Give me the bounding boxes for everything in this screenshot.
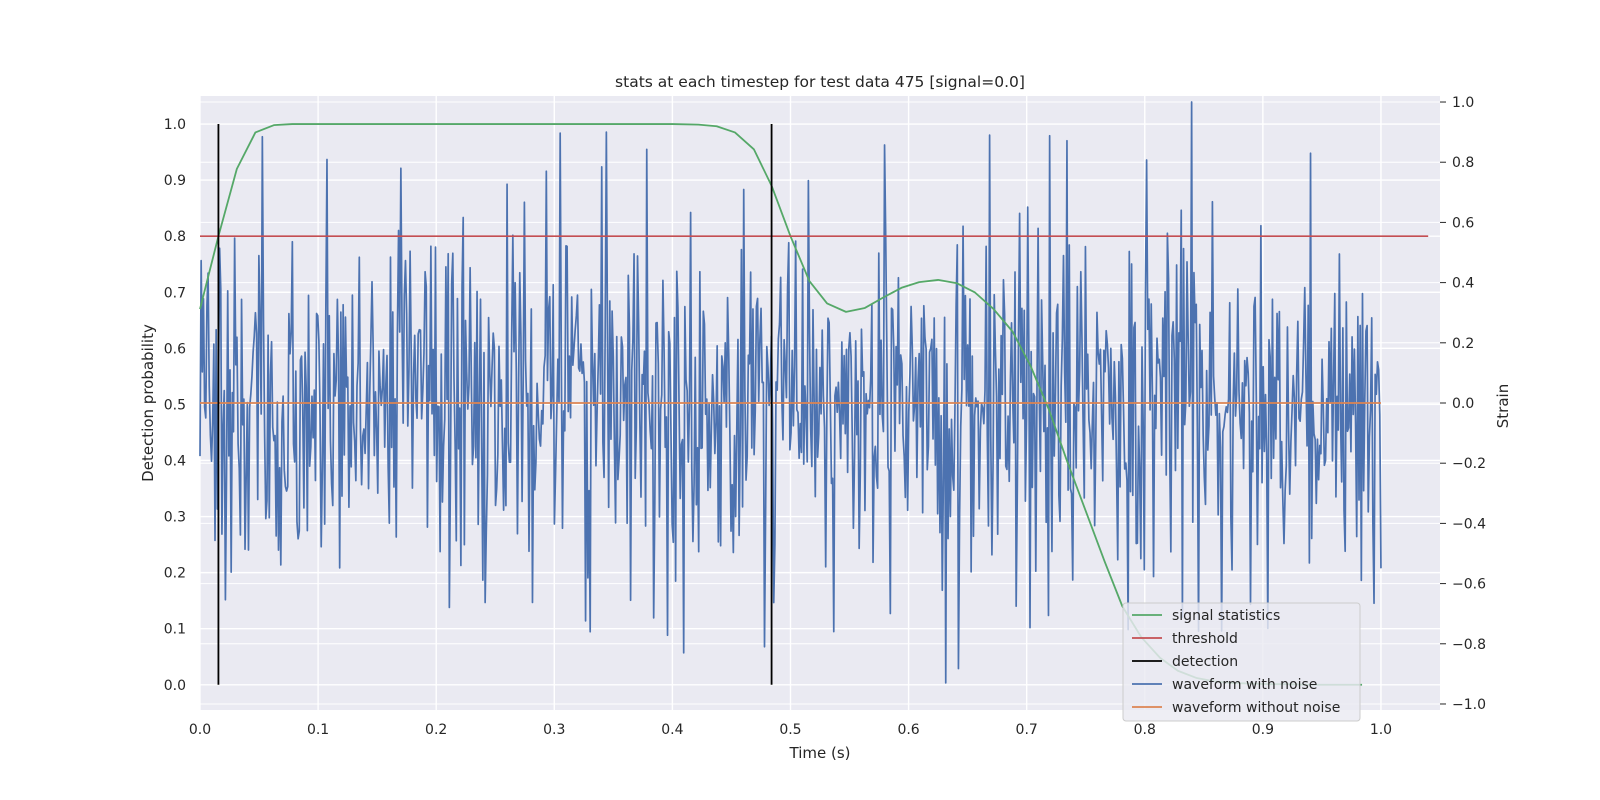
legend-label-waveform-with-noise: waveform with noise <box>1172 677 1317 693</box>
legend-box <box>1122 602 1361 722</box>
y-tick-label: 0.0 <box>164 678 186 694</box>
y-tick-label: 0.3 <box>164 510 186 526</box>
x-tick-label: 0.3 <box>543 722 565 738</box>
y-tick-label: 0.8 <box>164 229 186 245</box>
chart-title: stats at each timestep for test data 475… <box>615 73 1025 91</box>
y-tick-label: 0.6 <box>164 341 186 357</box>
y-tick-label: 0.1 <box>164 622 186 638</box>
y2-tick-label: −0.8 <box>1452 637 1486 653</box>
y2-tick-label: −1.0 <box>1452 697 1486 713</box>
x-tick-label: 0.7 <box>1016 722 1038 738</box>
y-axis-label: Detection probability <box>139 324 157 482</box>
legend-label-detection: detection <box>1172 654 1238 670</box>
y-tick-label: 1.0 <box>164 117 186 133</box>
y2-tick-label: 0.4 <box>1452 276 1474 292</box>
y2-tick-label: −0.6 <box>1452 577 1486 593</box>
x-tick-label: 0.9 <box>1252 722 1274 738</box>
y2-tick-label: 0.8 <box>1452 155 1474 171</box>
y2-tick-label: 1.0 <box>1452 95 1474 111</box>
y2-tick-label: −0.2 <box>1452 456 1486 472</box>
y-tick-label: 0.5 <box>164 397 186 413</box>
ticks-layer: 0.0 0.1 0.2 0.3 0.4 0.5 0.6 0.7 0.8 0.9 1.0 0.0 0.1 0… <box>164 95 1486 738</box>
x-tick-label: 1.0 <box>1370 722 1392 738</box>
y2-tick-label: 0.0 <box>1452 396 1474 412</box>
series-waveform-with-noise <box>199 101 1382 684</box>
y2-tick-label: 0.6 <box>1452 215 1474 231</box>
y2-axis-label: Strain <box>1494 384 1512 428</box>
x-tick-label: 0.8 <box>1134 722 1156 738</box>
x-tick-label: 0.5 <box>779 722 801 738</box>
x-tick-label: 0.0 <box>189 722 211 738</box>
x-axis-label: Time (s) <box>789 744 851 762</box>
legend-label-signal-statistics: signal statistics <box>1172 608 1280 624</box>
x-tick-label: 0.1 <box>307 722 329 738</box>
y-tick-label: 0.4 <box>164 453 186 469</box>
legend: signal statistics threshold detection wa… <box>1122 602 1361 722</box>
x-tick-label: 0.4 <box>661 722 683 738</box>
legend-label-threshold: threshold <box>1172 631 1238 647</box>
y2-tick-label: 0.2 <box>1452 336 1474 352</box>
x-tick-label: 0.2 <box>425 722 447 738</box>
y-tick-label: 0.7 <box>164 285 186 301</box>
y-tick-label: 0.9 <box>164 173 186 189</box>
y-tick-label: 0.2 <box>164 566 186 582</box>
x-tick-label: 0.6 <box>897 722 919 738</box>
legend-label-waveform-without-noise: waveform without noise <box>1172 700 1340 716</box>
y2-tick-label: −0.4 <box>1452 516 1486 532</box>
